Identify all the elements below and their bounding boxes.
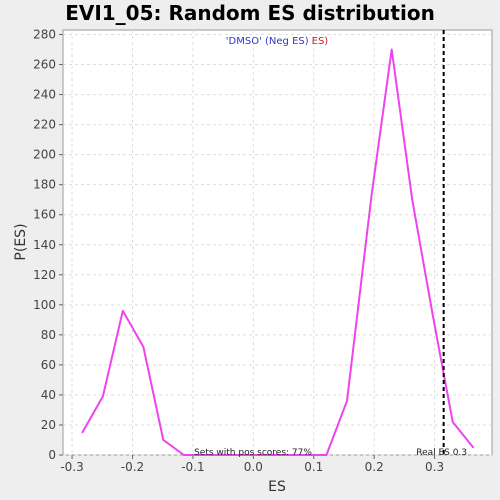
data-point: [203, 454, 206, 456]
data-point: [224, 454, 226, 456]
data-point: [431, 314, 434, 317]
x-tick-label: -0.2: [121, 460, 144, 474]
x-tick-label: 0.0: [244, 460, 263, 474]
x-tick-label: 0.3: [425, 460, 444, 474]
data-point: [142, 346, 145, 348]
y-axis: 0 20 40 60 80 100 120 140 160 180 200 220 240 260 280: [33, 28, 63, 462]
data-point: [305, 454, 307, 456]
y-tick-label: 180: [33, 178, 56, 192]
y-tick-label: 240: [33, 88, 56, 102]
y-tick-label: 160: [33, 208, 56, 222]
y-tick-label: 140: [33, 238, 56, 252]
x-tick-label: 0.2: [365, 460, 384, 474]
y-tick-label: 200: [33, 148, 56, 162]
data-point: [451, 421, 454, 423]
data-point: [183, 454, 185, 456]
data-point: [472, 446, 475, 449]
y-tick-label: 260: [33, 58, 56, 72]
data-point: [390, 48, 393, 51]
legend-neg-es: 'DMSO' (Neg ES): [226, 36, 309, 47]
data-point: [370, 192, 373, 195]
y-tick-label: 20: [41, 418, 56, 432]
data-point: [122, 310, 124, 312]
data-point: [325, 454, 328, 456]
plot-area: [62, 29, 493, 456]
legend-es: ES): [312, 36, 329, 47]
y-tick-label: 40: [41, 388, 56, 402]
data-point: [346, 400, 348, 402]
chart-title: EVI1_05: Random ES distribution: [65, 1, 435, 25]
series-line: [81, 48, 475, 456]
x-tick-label: 0.1: [304, 460, 323, 474]
data-point: [244, 454, 246, 456]
grid: [63, 30, 492, 456]
data-point: [102, 395, 104, 398]
y-tick-label: 80: [41, 328, 56, 342]
data-point: [264, 454, 267, 456]
y-tick-label: 120: [33, 268, 56, 282]
data-point: [81, 431, 84, 434]
x-tick-label: -0.3: [60, 460, 83, 474]
y-axis-label: P(ES): [13, 223, 29, 260]
data-point: [411, 198, 414, 201]
pos-scores-annotation: Sets with pos scores: 77%: [194, 448, 312, 458]
x-tick-label: -0.1: [181, 460, 204, 474]
legend: 'DMSO' (Neg ES) ES): [226, 36, 329, 47]
x-axis-label: ES: [268, 479, 286, 495]
y-tick-label: 220: [33, 118, 56, 132]
data-point: [285, 454, 287, 456]
series-layer: [81, 48, 475, 456]
real-es-label: Real ES 0.3: [416, 448, 467, 458]
y-tick-label: 100: [33, 298, 56, 312]
data-point: [162, 439, 165, 441]
y-tick-label: 60: [41, 358, 56, 372]
y-tick-label: 280: [33, 28, 56, 42]
x-axis: -0.3 -0.2 -0.1 0.0 0.1 0.2 0.3: [60, 455, 444, 474]
y-tick-label: 0: [48, 448, 56, 462]
